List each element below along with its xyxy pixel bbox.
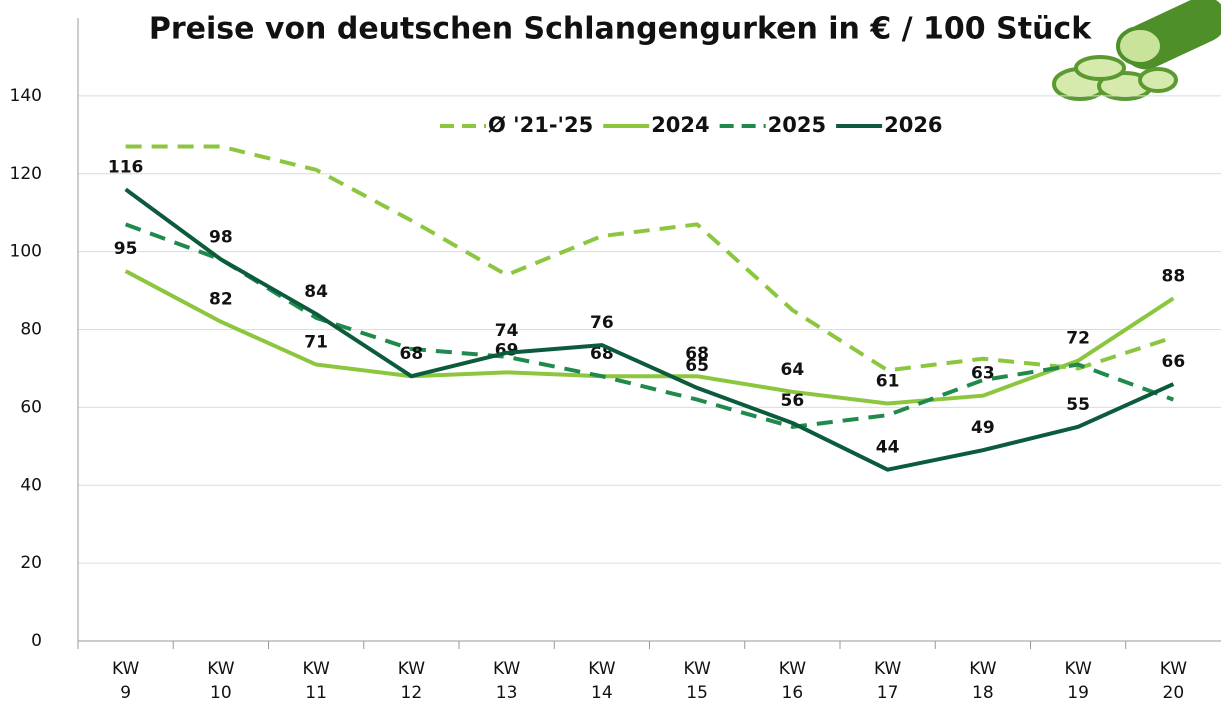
data-label: 49 [971, 418, 995, 438]
line-series [126, 146, 1174, 370]
data-label: 95 [114, 239, 138, 259]
x-tick-label: KW 9 [106, 657, 146, 705]
data-label: 64 [781, 360, 805, 380]
y-tick-label: 40 [20, 475, 42, 495]
legend-label: 2025 [768, 113, 826, 137]
line-series [126, 224, 1174, 426]
y-tick-label: 80 [20, 320, 42, 340]
data-label: 71 [304, 333, 328, 353]
y-tick-label: 20 [20, 553, 42, 573]
data-label: 55 [1066, 395, 1090, 415]
x-tick-label: KW 17 [868, 657, 908, 705]
data-label: 72 [1066, 329, 1090, 349]
x-tick-label: KW 15 [677, 657, 717, 705]
data-label: 68 [400, 344, 424, 364]
legend-label: 2024 [651, 113, 709, 137]
x-tick-label: KW 20 [1153, 657, 1193, 705]
data-label: 65 [685, 356, 709, 376]
legend-label: 2026 [884, 113, 942, 137]
data-label: 66 [1162, 352, 1186, 372]
y-tick-label: 60 [20, 397, 42, 417]
legend-label: Ø '21-'25 [488, 113, 593, 137]
y-tick-label: 100 [10, 242, 42, 262]
data-label: 63 [971, 364, 995, 384]
data-label: 74 [495, 321, 519, 341]
x-tick-label: KW 19 [1058, 657, 1098, 705]
data-label: 44 [876, 438, 900, 458]
data-label: 88 [1162, 266, 1186, 286]
y-tick-label: 140 [10, 86, 42, 106]
page: Preise von deutschen Schlangengurken in … [0, 0, 1221, 706]
data-label: 84 [304, 282, 328, 302]
data-label: 61 [876, 371, 900, 391]
data-label: 116 [108, 157, 144, 177]
data-label: 82 [209, 290, 233, 310]
x-tick-label: KW 14 [582, 657, 622, 705]
data-label: 56 [781, 391, 805, 411]
x-tick-label: KW 12 [391, 657, 431, 705]
x-tick-label: KW 10 [201, 657, 241, 705]
x-tick-label: KW 16 [772, 657, 812, 705]
data-label: 98 [209, 227, 233, 247]
y-tick-label: 0 [31, 631, 42, 651]
y-tick-label: 120 [10, 164, 42, 184]
chart-title: Preise von deutschen Schlangengurken in … [149, 12, 1092, 47]
x-tick-label: KW 11 [296, 657, 336, 705]
chart: Preise von deutschen Schlangengurken in … [0, 0, 1221, 706]
data-label: 76 [590, 313, 614, 333]
x-tick-label: KW 18 [963, 657, 1003, 705]
x-tick-label: KW 13 [487, 657, 527, 705]
line-series [126, 271, 1174, 403]
